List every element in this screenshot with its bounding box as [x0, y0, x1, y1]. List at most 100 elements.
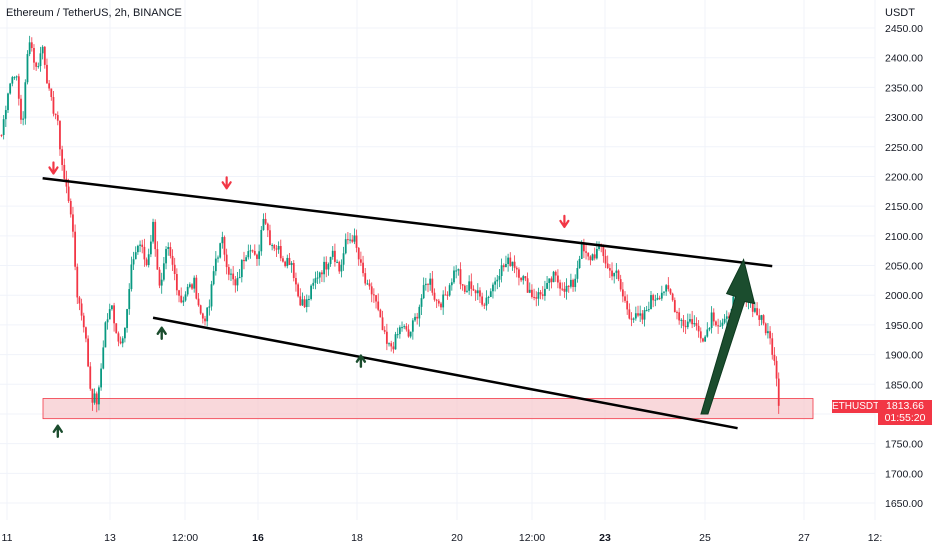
candle-body: [676, 312, 678, 314]
x-tick-label: 23: [599, 532, 611, 544]
candle-body: [204, 318, 206, 322]
candle-body: [13, 77, 16, 79]
candle-body: [299, 296, 302, 306]
candle-body: [357, 247, 360, 260]
y-tick-label: 1650.00: [885, 498, 923, 510]
candle-body: [656, 297, 659, 300]
candle-body: [565, 285, 568, 292]
candle-body: [41, 46, 44, 54]
candle-body: [689, 319, 691, 322]
x-tick-label: 13: [104, 532, 116, 544]
candle-body: [582, 243, 585, 252]
candle-body: [195, 277, 198, 299]
candle-body: [349, 239, 351, 241]
candle-body: [524, 276, 527, 279]
candle-body: [329, 256, 332, 265]
candle-body: [295, 278, 297, 285]
candle-body: [368, 283, 371, 287]
arrow-down-shape: [48, 161, 59, 175]
y-tick-label: 2250.00: [885, 142, 923, 154]
candle-body: [385, 331, 388, 344]
candle-body: [682, 319, 685, 326]
candle-body: [269, 230, 271, 246]
candle-body: [325, 261, 328, 270]
candle-body: [559, 282, 561, 289]
y-tick-label: 1750.00: [885, 439, 923, 451]
candle-body: [704, 336, 707, 342]
candle-body: [721, 322, 724, 326]
candle-body: [61, 149, 64, 165]
candle-body: [232, 273, 235, 280]
candle-body: [537, 292, 540, 299]
candle-body: [344, 239, 347, 254]
candle-body: [654, 299, 657, 301]
candle-body: [702, 338, 704, 342]
candle-body: [353, 235, 356, 242]
candle-body: [639, 313, 642, 316]
candle-body: [437, 300, 440, 304]
candle-body: [277, 246, 280, 250]
x-tick-label: 20: [451, 532, 463, 544]
arrow-up-icon: [355, 354, 367, 368]
candle-body: [182, 300, 185, 303]
candle-body: [509, 257, 512, 267]
candle-body: [67, 186, 70, 201]
candle-body: [513, 261, 516, 268]
candle-body: [286, 257, 289, 267]
candle-body: [169, 247, 172, 256]
candle-body: [355, 235, 358, 248]
upper-trendline: [42, 176, 773, 268]
candle-body: [472, 288, 475, 291]
candle-body: [728, 316, 730, 319]
candle-body: [48, 83, 51, 89]
candle-body: [208, 306, 211, 308]
candle-body: [617, 270, 620, 280]
candle-body: [424, 283, 427, 286]
candle-body: [539, 292, 542, 295]
candle-body: [0, 134, 3, 136]
candle-body: [342, 253, 345, 265]
candle-body: [608, 268, 611, 271]
candle-body: [567, 285, 570, 287]
candle-body: [715, 321, 717, 326]
candle-body: [455, 270, 458, 272]
candle-body: [450, 282, 453, 286]
candle-body: [334, 250, 336, 262]
candle-body: [416, 316, 419, 319]
candle-body: [695, 323, 698, 326]
candle-body: [178, 290, 180, 296]
candle-body: [489, 291, 492, 297]
candle-body: [305, 299, 308, 308]
candle-body: [433, 292, 436, 300]
candle-body: [87, 338, 89, 367]
candle-body: [20, 98, 22, 120]
arrow-down-icon: [48, 161, 59, 175]
candle-body: [459, 269, 462, 285]
candle-body: [444, 294, 447, 296]
candle-body: [494, 281, 497, 285]
currency-label: USDT: [885, 7, 915, 19]
candle-body: [630, 318, 633, 320]
candle-body: [673, 300, 676, 313]
candle-body: [76, 266, 79, 298]
candle-body: [7, 93, 9, 111]
candle-body: [669, 289, 672, 294]
candle-body: [240, 259, 243, 278]
candle-body: [54, 113, 57, 116]
candle-body: [388, 343, 390, 345]
candle-body: [223, 237, 226, 255]
candle-body: [284, 261, 287, 267]
candle-body: [678, 312, 681, 321]
candle-body: [754, 308, 756, 312]
candle-body: [758, 315, 761, 320]
candle-body: [288, 257, 291, 265]
candle-body: [165, 248, 167, 264]
candle-body: [492, 284, 494, 292]
candle-body: [17, 76, 20, 99]
y-tick-label: 1950.00: [885, 320, 923, 332]
candle-body: [561, 288, 564, 290]
candle-body: [574, 278, 577, 288]
candle-body: [180, 295, 183, 303]
candle-body: [310, 285, 312, 299]
